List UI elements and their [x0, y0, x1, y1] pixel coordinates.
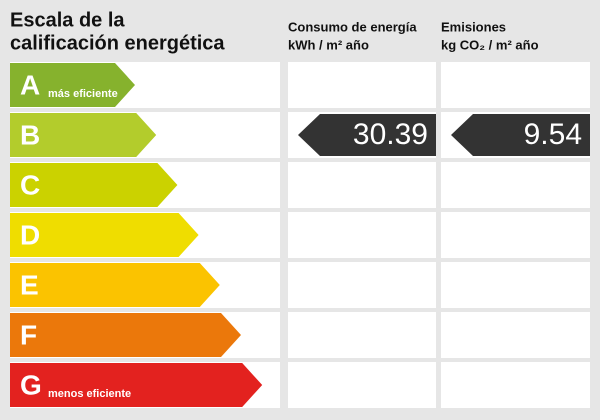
grade-letter: A: [20, 69, 40, 100]
grade-arrow: [10, 63, 135, 107]
grade-letter: G: [20, 369, 42, 400]
row-cell: [288, 262, 436, 308]
value-label: 30.39: [353, 118, 428, 151]
grade-arrow: [10, 113, 157, 157]
grade-arrow: [10, 213, 199, 257]
row-cell: [441, 262, 590, 308]
column-title: Emisiones: [441, 19, 506, 34]
grade-arrow: [10, 263, 220, 307]
value-label: 9.54: [524, 118, 582, 151]
row-cell: [441, 362, 590, 408]
title-line: calificación energética: [10, 32, 225, 54]
grade-letter: B: [20, 119, 40, 150]
grade-letter: D: [20, 219, 40, 250]
row-cell: [441, 62, 590, 108]
grade-arrow: [10, 163, 178, 207]
row-cell: [288, 312, 436, 358]
grade-arrow: [10, 363, 263, 407]
column-unit: kWh / m² año: [288, 37, 369, 52]
row-cell: [288, 62, 436, 108]
column-unit: kg CO₂ / m² año: [441, 37, 539, 52]
row-cell: [288, 162, 436, 208]
row-cell: [441, 312, 590, 358]
grade-note: más eficiente: [48, 88, 118, 100]
row-cell: [288, 362, 436, 408]
value-arrow: [451, 114, 590, 156]
column-title: Consumo de energía: [288, 19, 417, 34]
row-cell: [441, 212, 590, 258]
grade-arrow: [10, 313, 241, 357]
grade-letter: C: [20, 169, 40, 200]
row-cell: [441, 162, 590, 208]
value-arrow: [298, 114, 436, 156]
grade-letter: E: [20, 269, 39, 300]
grade-letter: F: [20, 319, 37, 350]
grade-note: menos eficiente: [48, 388, 131, 400]
title-line: Escala de la: [10, 9, 125, 31]
row-cell: [288, 212, 436, 258]
